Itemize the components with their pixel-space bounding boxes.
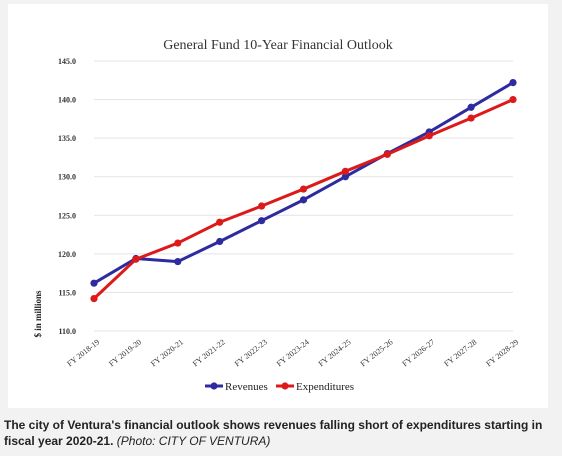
expenditures-point [425, 132, 433, 140]
revenues-point [258, 217, 266, 225]
x-tick-label: FY 2020-21 [149, 337, 185, 368]
x-axis-ticks: FY 2018-19 FY 2019-20 FY 2020-21 FY 2021-22… [65, 337, 520, 368]
expenditures-point [467, 114, 475, 122]
y-axis-label: $ in millions [33, 290, 43, 338]
series-lines [90, 79, 517, 303]
y-tick-label: 145.0 [58, 57, 76, 66]
x-tick-label: FY 2023-24 [275, 337, 311, 368]
gridlines [94, 60, 513, 332]
revenues-legend-marker [210, 382, 218, 390]
revenues-legend-label: Revenues [225, 381, 268, 393]
expenditures-point [90, 295, 98, 303]
expenditures-point [299, 185, 308, 193]
y-tick-label: 125.0 [58, 211, 76, 220]
caption-credit: (Photo: CITY OF VENTURA) [116, 434, 271, 448]
y-tick-label: 130.0 [58, 173, 76, 182]
revenues-point [90, 279, 98, 287]
x-tick-label: FY 2019-20 [107, 337, 143, 368]
y-tick-label: 140.0 [58, 96, 76, 105]
y-tick-label: 120.0 [58, 250, 76, 259]
expenditures-point [383, 150, 391, 158]
y-tick-label: 115.0 [58, 288, 76, 297]
revenues-point [509, 79, 517, 87]
x-tick-label: FY 2021-22 [191, 337, 227, 368]
y-tick-label: 110.0 [58, 327, 76, 336]
x-tick-label: FY 2026-27 [400, 337, 436, 368]
revenues-point [299, 196, 308, 204]
revenues-point [216, 237, 224, 246]
revenues-point [174, 257, 182, 266]
expenditures-point [174, 239, 182, 247]
x-tick-label: FY 2025-26 [359, 337, 395, 368]
revenues-point [341, 173, 349, 181]
chart-card: General Fund 10-Year Financial Outlook 1… [8, 4, 548, 408]
expenditures-point [216, 218, 224, 226]
revenues-line [93, 81, 514, 285]
x-tick-label: FY 2024-25 [317, 337, 353, 368]
expenditures-point [341, 167, 349, 175]
y-axis-ticks: 110.0 115.0 120.0 125.0 130.0 135.0 140.0 145.0 [58, 57, 76, 336]
x-tick-label: FY 2022-23 [233, 337, 269, 368]
expenditures-legend-marker [281, 382, 289, 390]
expenditures-legend-label: Expenditures [296, 381, 354, 393]
expenditures-point [509, 95, 517, 104]
expenditures-point [258, 202, 266, 210]
figure-caption: The city of Ventura's financial outlook … [4, 417, 556, 449]
expenditures-point [132, 255, 140, 263]
x-tick-label: FY 2027-28 [442, 337, 478, 368]
chart-title: General Fund 10-Year Financial Outlook [163, 38, 393, 53]
x-tick-label: FY 2028-29 [484, 337, 520, 368]
legend: Revenues Expenditures [205, 381, 354, 393]
y-tick-label: 135.0 [58, 134, 76, 143]
revenues-point [467, 103, 475, 111]
x-tick-label: FY 2018-19 [65, 337, 101, 368]
line-chart: General Fund 10-Year Financial Outlook 1… [33, 38, 520, 393]
caption-text: The city of Ventura's financial outlook … [4, 418, 543, 448]
